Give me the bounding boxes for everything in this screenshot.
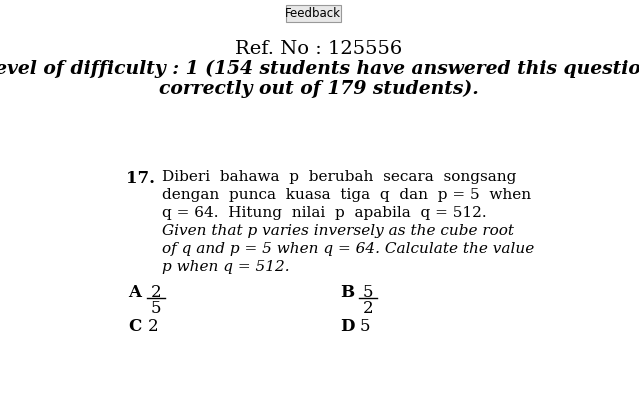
Text: correctly out of 179 students).: correctly out of 179 students). [159,80,479,98]
Text: dengan  punca  kuasa  tiga  q  dan  p = 5  when: dengan punca kuasa tiga q dan p = 5 when [162,188,531,202]
Text: q = 64.  Hitung  nilai  p  apabila  q = 512.: q = 64. Hitung nilai p apabila q = 512. [162,206,487,220]
Text: A: A [128,284,141,301]
Text: of q and p = 5 when q = 64. Calculate the value: of q and p = 5 when q = 64. Calculate th… [162,242,534,256]
Text: 17.: 17. [126,170,155,187]
Text: C: C [128,318,141,335]
Text: 2: 2 [363,300,373,317]
Text: B: B [340,284,354,301]
Text: Diberi  bahawa  p  berubah  secara  songsang: Diberi bahawa p berubah secara songsang [162,170,516,184]
Text: Given that p varies inversely as the cube root: Given that p varies inversely as the cub… [162,224,514,238]
Text: 5: 5 [151,300,161,317]
Text: Level of difficulty : 1 (154 students have answered this question: Level of difficulty : 1 (154 students ha… [0,60,639,78]
Text: Ref. No : 125556: Ref. No : 125556 [235,40,403,58]
Text: Feedback: Feedback [285,7,341,20]
Text: D: D [340,318,355,335]
Text: 2: 2 [151,284,161,301]
Text: 5: 5 [363,284,373,301]
Text: 2: 2 [148,318,158,335]
Text: p when q = 512.: p when q = 512. [162,260,289,274]
FancyBboxPatch shape [286,5,341,22]
Text: 5: 5 [360,318,371,335]
